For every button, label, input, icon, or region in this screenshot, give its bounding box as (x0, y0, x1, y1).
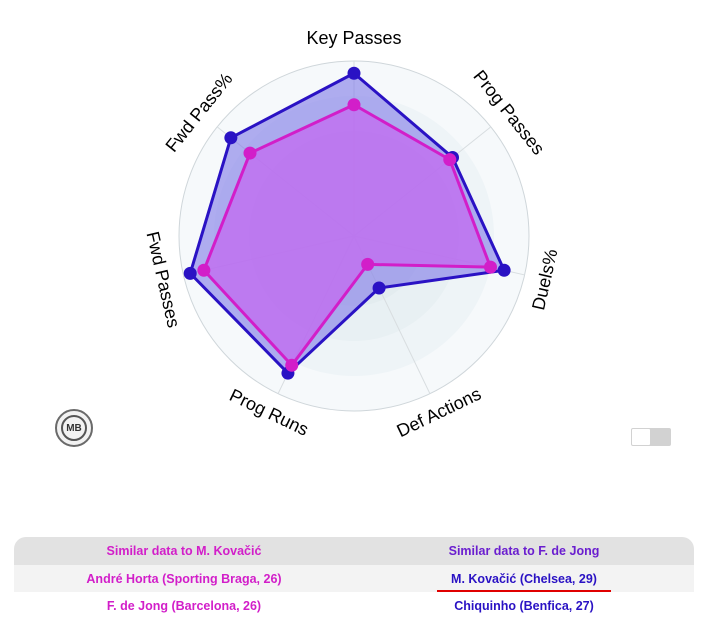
mb-logo-icon: MB (55, 409, 93, 447)
similar-players-table: Similar data to M. Kovačić Similar data … (14, 537, 694, 622)
data-point (243, 146, 257, 160)
data-point (443, 153, 457, 167)
axis-label: Key Passes (306, 28, 401, 48)
logo-text: MB (61, 415, 87, 441)
player-de-jong[interactable]: F. de Jong (Barcelona, 26) (106, 598, 262, 613)
data-point (361, 257, 375, 271)
axis-label: Duels% (528, 247, 561, 312)
header-similar-kovacic: Similar data to M. Kovačić (106, 544, 262, 558)
series-area (202, 103, 492, 367)
data-point (197, 263, 211, 277)
data-point (372, 281, 386, 295)
data-point (183, 266, 197, 280)
data-point (285, 358, 299, 372)
theme-toggle[interactable] (631, 428, 671, 446)
player-kovacic[interactable]: M. Kovačić (Chelsea, 29) (354, 571, 694, 592)
table-row: André Horta (Sporting Braga, 26) M. Kova… (14, 565, 694, 592)
axis-label: Fwd Passes (142, 230, 183, 330)
data-point (347, 98, 361, 112)
data-point (224, 131, 238, 145)
header-similar-de-jong: Similar data to F. de Jong (448, 544, 600, 558)
player-chiquinho[interactable]: Chiquinho (Benfica, 27) (454, 598, 594, 613)
data-point (497, 263, 511, 277)
data-point (347, 66, 361, 80)
player-andre-horta[interactable]: André Horta (Sporting Braga, 26) (86, 571, 282, 586)
toggle-knob[interactable] (632, 429, 650, 445)
table-row: F. de Jong (Barcelona, 26) Chiquinho (Be… (14, 592, 694, 619)
table-header-row: Similar data to M. Kovačić Similar data … (14, 537, 694, 565)
data-point (483, 260, 497, 274)
